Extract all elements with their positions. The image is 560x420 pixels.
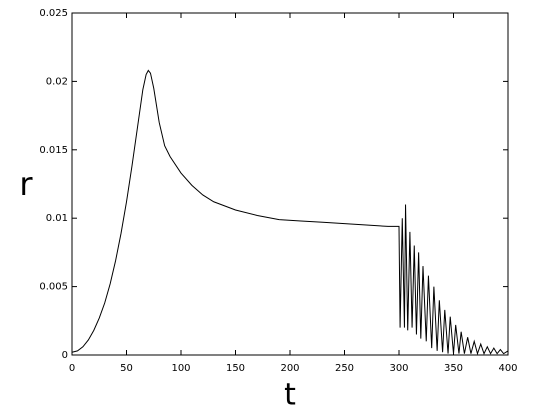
x-tick-label: 100: [171, 363, 190, 374]
y-tick-label: 0.005: [39, 282, 68, 293]
y-tick-label: 0.015: [39, 145, 68, 156]
x-tick-label: 200: [280, 363, 299, 374]
plot-frame: [71, 12, 509, 356]
x-tick-label: 150: [226, 363, 245, 374]
x-axis-label: t: [284, 378, 296, 413]
y-tick-label: 0.01: [46, 213, 68, 224]
y-tick-label: 0.025: [39, 8, 68, 19]
x-tick-label: 0: [69, 363, 75, 374]
x-tick-label: 300: [389, 363, 408, 374]
x-tick-label: 400: [498, 363, 517, 374]
x-tick-label: 50: [120, 363, 133, 374]
y-tick-label: 0: [62, 350, 68, 361]
data-line: [71, 69, 509, 356]
x-tick-label: 250: [335, 363, 354, 374]
y-axis-label: r: [19, 165, 33, 203]
y-tick-label: 0.02: [46, 76, 68, 87]
x-tick-label: 350: [444, 363, 463, 374]
